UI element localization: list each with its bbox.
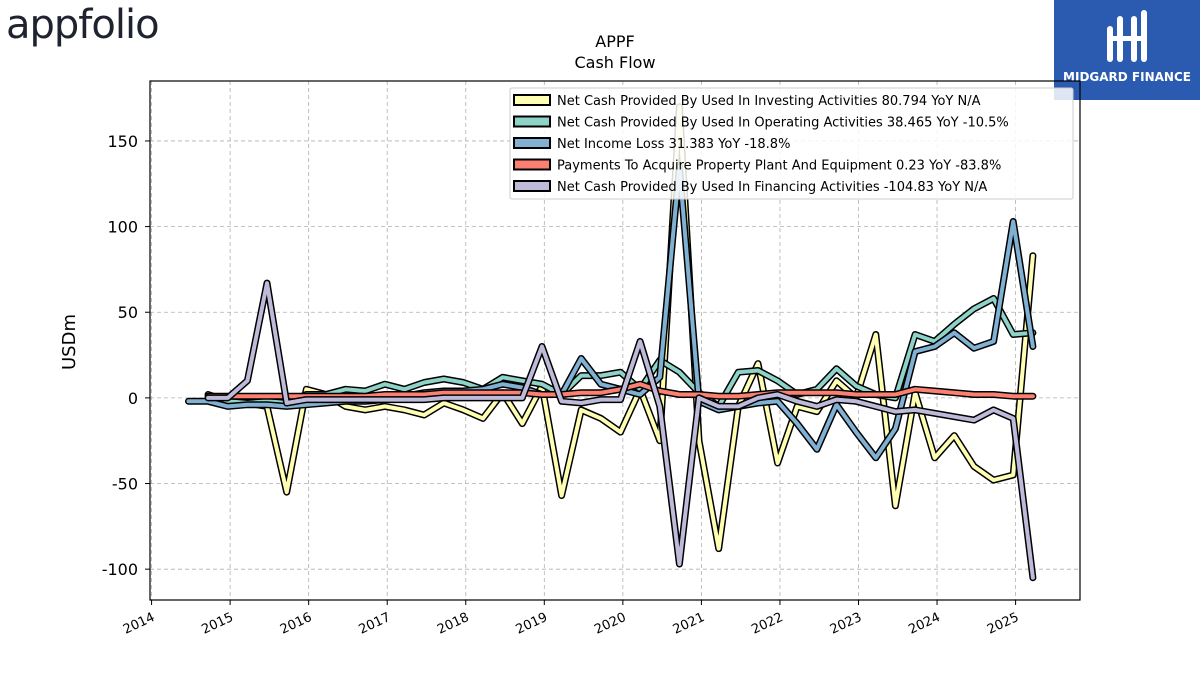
plot-frame	[149, 80, 1081, 601]
x-tick-label: 2024	[906, 610, 942, 638]
x-tick-label: 2020	[592, 610, 628, 638]
x-tick-label: 2021	[671, 610, 707, 638]
series-lines	[185, 103, 1037, 582]
x-tick-label: 2015	[199, 610, 235, 638]
legend-entry: Payments To Acquire Property Plant And E…	[557, 159, 1001, 174]
y-tick-label: 150	[107, 132, 138, 151]
midgard-finance-badge: MIDGARD FINANCE	[1054, 0, 1200, 100]
legend-entry: Net Cash Provided By Used In Operating A…	[557, 116, 1009, 131]
legend-entry: Net Cash Provided By Used In Investing A…	[557, 94, 981, 109]
chart-subtitle: Cash Flow	[574, 53, 655, 72]
legend-swatch	[513, 94, 551, 106]
x-tick-label: 2014	[121, 610, 157, 638]
x-tick-label: 2023	[828, 610, 864, 638]
x-tick-label: 2017	[357, 610, 393, 638]
legend-swatch	[513, 180, 551, 192]
x-tick-label: 2016	[278, 610, 314, 638]
x-tick-label: 2018	[435, 610, 471, 638]
legend-swatch	[513, 158, 551, 171]
legend-box	[509, 87, 1074, 200]
badge-label: MIDGARD FINANCE	[1063, 70, 1191, 84]
series-line	[206, 281, 1035, 580]
x-tick-label: 2019	[514, 610, 550, 638]
legend-entry: Net Cash Provided By Used In Financing A…	[557, 180, 987, 195]
appfolio-logo: appfolio	[6, 2, 160, 48]
y-tick-label: 100	[107, 218, 138, 237]
y-tick-label: 50	[118, 303, 138, 322]
legend-swatch	[513, 137, 551, 149]
series-line	[206, 104, 1035, 551]
y-axis-label: USDm	[59, 314, 80, 370]
y-tick-label: 0	[128, 389, 138, 408]
x-tick-label: 2025	[985, 610, 1021, 638]
legend-entry: Net Income Loss 31.383 YoY -18.8%	[557, 137, 790, 152]
legend: Net Cash Provided By Used In Investing A…	[509, 87, 1074, 200]
midgard-logo-icon	[1107, 10, 1147, 62]
chart-title: APPF	[595, 32, 634, 51]
y-tick-label: -100	[102, 560, 138, 579]
legend-swatch	[513, 115, 551, 128]
y-tick-label: -50	[112, 475, 138, 494]
x-tick-label: 2022	[749, 610, 785, 638]
